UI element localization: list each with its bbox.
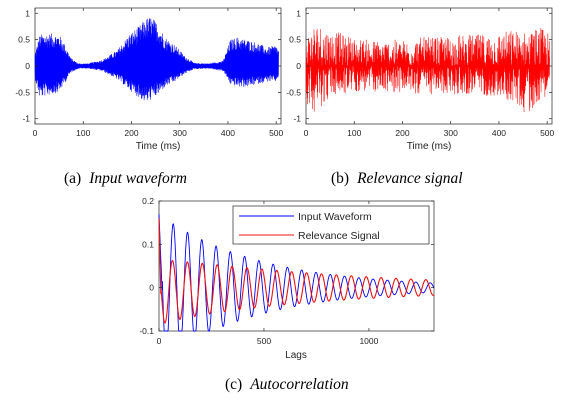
- panel-b-y-tick-label: -1: [293, 114, 301, 124]
- panel-c-x-axis-label: Lags: [285, 350, 307, 361]
- caption-c-title: Autocorrelation: [249, 376, 349, 393]
- caption-b-label: (b): [331, 170, 349, 187]
- panel-b-x-tick-label: 200: [395, 128, 409, 138]
- panel-c-y-tick-label: 0: [149, 283, 154, 293]
- relevance-signal-autocorrelation-line: [158, 218, 435, 324]
- caption-a-title: Input waveform: [88, 170, 187, 187]
- panel-a-x-tick-label: 100: [76, 128, 90, 138]
- caption-a: (a) Input waveform: [64, 170, 187, 187]
- panel-b-x-tick-label: 400: [492, 128, 506, 138]
- caption-a-label: (a): [64, 170, 81, 187]
- panel-a-ticks: 0 100 200 300 400 500 -1 -0.5 0 0.5 1: [15, 8, 284, 138]
- panel-a-y-tick-label: 1: [25, 8, 30, 18]
- panel-c-series: [158, 213, 435, 332]
- panel-a-x-tick-label: 200: [124, 128, 138, 138]
- panel-b-y-tick-label: -0.5: [286, 87, 301, 97]
- legend-label-input-waveform: Input Waveform: [298, 211, 372, 223]
- panel-a-x-tick-label: 300: [173, 128, 187, 138]
- panel-c-x-tick-label: 1000: [359, 336, 378, 346]
- caption-b-title: Relevance signal: [356, 170, 462, 187]
- panel-c-ticks: 0 500 1000-0.100.10.2: [139, 196, 434, 346]
- input-waveform-line: [34, 18, 279, 101]
- panel-b-relevance-signal: [305, 27, 550, 113]
- panel-a-x-axis-label: Time (ms): [136, 141, 181, 152]
- caption-c-label: (c): [225, 376, 242, 393]
- panel-a-x-tick-label: 400: [221, 128, 235, 138]
- panel-c-y-tick-label: 0.2: [142, 196, 154, 206]
- panel-b-y-tick-label: 0: [296, 61, 301, 71]
- panel-b-x-tick-label: 300: [444, 128, 458, 138]
- panel-c-x-tick-label: 0: [157, 336, 162, 346]
- panel-b-relevance-signal-plot: 0 100 200 300 400 500 -1 -0.5 0 0.5 1 Time (ms): [286, 7, 555, 152]
- caption-b: (b) Relevance signal: [331, 170, 463, 187]
- panel-b-x-axis-label: Time (ms): [407, 141, 452, 152]
- panel-a-waveform: [34, 18, 279, 101]
- panel-a-x-tick-label: 500: [269, 128, 283, 138]
- panel-b-y-tick-label: 1: [296, 8, 301, 18]
- panel-a-input-waveform-plot: 0 100 200 300 400 500 -1 -0.5 0 0.5 1 Time (ms): [15, 7, 284, 152]
- legend-label-relevance-signal: Relevance Signal: [298, 230, 380, 242]
- panel-b-x-tick-label: 100: [347, 128, 361, 138]
- panel-c-x-tick-label: 500: [257, 336, 271, 346]
- panel-a-y-tick-label: -1: [22, 114, 30, 124]
- panel-b-ticks: 0 100 200 300 400 500 -1 -0.5 0 0.5 1: [286, 8, 555, 138]
- panel-a-y-tick-label: 0.5: [18, 35, 30, 45]
- caption-c: (c) Autocorrelation: [225, 376, 349, 393]
- panel-b-x-tick-label: 0: [304, 128, 309, 138]
- panel-c-autocorrelation-plot: 0 500 1000-0.100.10.2 Lags Input Waveform …: [139, 196, 435, 361]
- panel-a-x-tick-label: 0: [33, 128, 38, 138]
- relevance-signal-line: [305, 27, 550, 113]
- panel-b-y-tick-label: 0.5: [289, 35, 301, 45]
- panel-c-y-tick-label: -0.1: [139, 326, 154, 336]
- legend-box: [232, 205, 430, 245]
- panel-c-legend: Input Waveform Relevance Signal: [232, 205, 430, 245]
- panel-c-y-tick-label: 0.1: [142, 239, 154, 249]
- panel-a-y-tick-label: 0: [25, 61, 30, 71]
- panel-a-y-tick-label: -0.5: [15, 87, 30, 97]
- panel-b-x-tick-label: 500: [540, 128, 554, 138]
